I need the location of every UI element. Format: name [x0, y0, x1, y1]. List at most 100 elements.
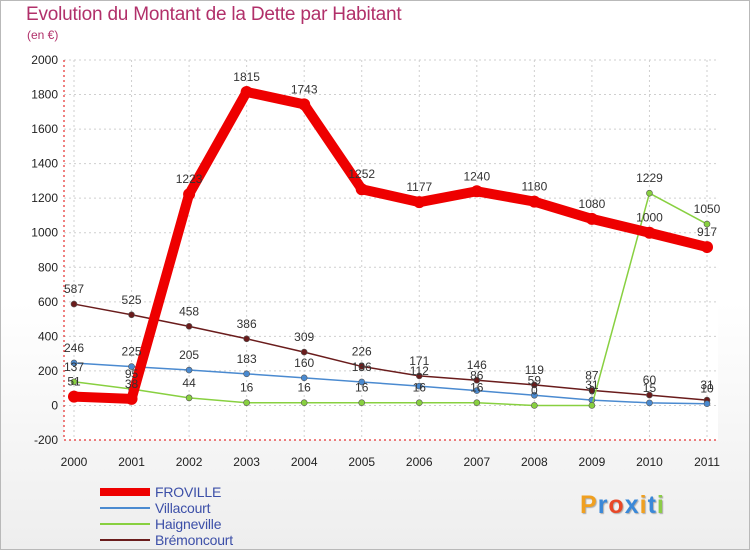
legend-swatch [100, 539, 150, 541]
data-label: 95 [125, 367, 139, 381]
y-tick-label: 0 [51, 398, 58, 412]
logo-letter: o [608, 491, 625, 519]
data-point [473, 399, 481, 406]
plot-area [64, 60, 718, 440]
data-point [588, 387, 596, 394]
y-tick-label: 800 [38, 260, 58, 274]
x-tick-label: 2011 [694, 455, 720, 469]
data-label: 136 [352, 360, 372, 374]
data-point [243, 335, 250, 343]
data-label: 1815 [233, 70, 260, 84]
y-tick-label: 1000 [31, 226, 58, 240]
legend-label: Brémoncourt [155, 532, 233, 548]
y-tick-label: 1200 [31, 191, 58, 205]
x-tick-label: 2003 [233, 455, 260, 469]
data-label: 112 [410, 364, 429, 378]
data-point [701, 241, 713, 254]
data-point [643, 226, 656, 239]
data-label: 1050 [694, 202, 721, 216]
y-tick-label: 1800 [31, 88, 58, 102]
data-label: 205 [179, 348, 199, 362]
data-label: 31 [585, 378, 599, 392]
data-point [300, 399, 308, 406]
data-label: 160 [294, 356, 314, 370]
data-point [243, 370, 250, 378]
x-tick-label: 2005 [348, 455, 375, 469]
x-tick-label: 2009 [579, 455, 606, 469]
x-tick-label: 2006 [406, 455, 433, 469]
data-point [355, 183, 368, 196]
data-point [703, 220, 711, 228]
y-tick-label: 200 [38, 364, 58, 378]
data-point [531, 391, 538, 399]
data-label: 0 [589, 383, 596, 397]
data-point [646, 391, 653, 399]
data-label: 38 [125, 377, 139, 391]
data-label: 16 [413, 381, 427, 395]
x-tick-label: 2000 [61, 455, 88, 469]
logo-letter: i [656, 491, 665, 519]
data-point [70, 378, 78, 386]
y-tick-label: 1400 [31, 157, 58, 171]
logo-letter: x [624, 491, 640, 519]
data-point [413, 196, 426, 209]
data-point [298, 98, 311, 111]
data-point [70, 359, 78, 367]
data-label: 386 [237, 317, 257, 331]
series-line-villacourt [73, 362, 708, 405]
data-point [473, 387, 481, 394]
x-tick-label: 2007 [463, 455, 490, 469]
data-label: 309 [294, 330, 314, 344]
data-label: 31 [700, 378, 714, 392]
data-label: 458 [179, 304, 199, 318]
data-point [531, 402, 538, 409]
data-label: 587 [64, 282, 84, 296]
data-point [243, 399, 250, 406]
data-point [300, 374, 308, 382]
data-point [128, 311, 135, 319]
data-label: 1240 [463, 169, 490, 183]
data-point [415, 382, 423, 390]
data-point [125, 392, 138, 405]
data-point [300, 348, 308, 356]
x-tick-label: 2010 [636, 455, 663, 469]
data-label: 137 [64, 360, 84, 374]
data-label: 525 [122, 293, 142, 307]
y-tick-label: 2000 [31, 53, 58, 67]
data-label: 60 [643, 373, 657, 387]
data-label: 1229 [636, 171, 663, 185]
y-tick-label: -200 [34, 433, 58, 447]
data-point [70, 300, 78, 308]
chart-unit: (en €) [27, 28, 59, 42]
x-tick-label: 2004 [291, 455, 318, 469]
data-label: 44 [182, 376, 196, 390]
data-label: 15 [643, 381, 657, 395]
data-point [358, 399, 366, 406]
data-point [646, 189, 653, 197]
data-point [185, 394, 193, 402]
legend-swatch [100, 523, 150, 525]
data-point [646, 399, 653, 407]
legend-label: FROVILLE [155, 484, 222, 500]
series-line-froville [69, 86, 712, 404]
data-point [528, 195, 541, 208]
logo-letter: r [597, 491, 609, 519]
data-label: 10 [700, 382, 714, 396]
data-label: 16 [470, 381, 484, 395]
data-label: 16 [298, 381, 312, 395]
data-label: 1180 [521, 180, 547, 194]
data-label: 1080 [579, 197, 606, 211]
data-label: 86 [470, 369, 484, 383]
y-tick-label: 600 [38, 295, 58, 309]
legend-label: Villacourt [155, 500, 211, 516]
data-point [240, 85, 253, 98]
data-point [128, 363, 135, 370]
data-point [703, 400, 711, 408]
proxiti-logo: Proxiti [580, 491, 665, 520]
data-label: 225 [122, 345, 142, 359]
series-line-brémoncourt [73, 303, 708, 401]
x-tick-label: 2001 [118, 455, 145, 469]
data-point [183, 188, 196, 201]
x-tick-label: 2008 [521, 455, 548, 469]
x-tick-label: 2002 [176, 455, 203, 469]
